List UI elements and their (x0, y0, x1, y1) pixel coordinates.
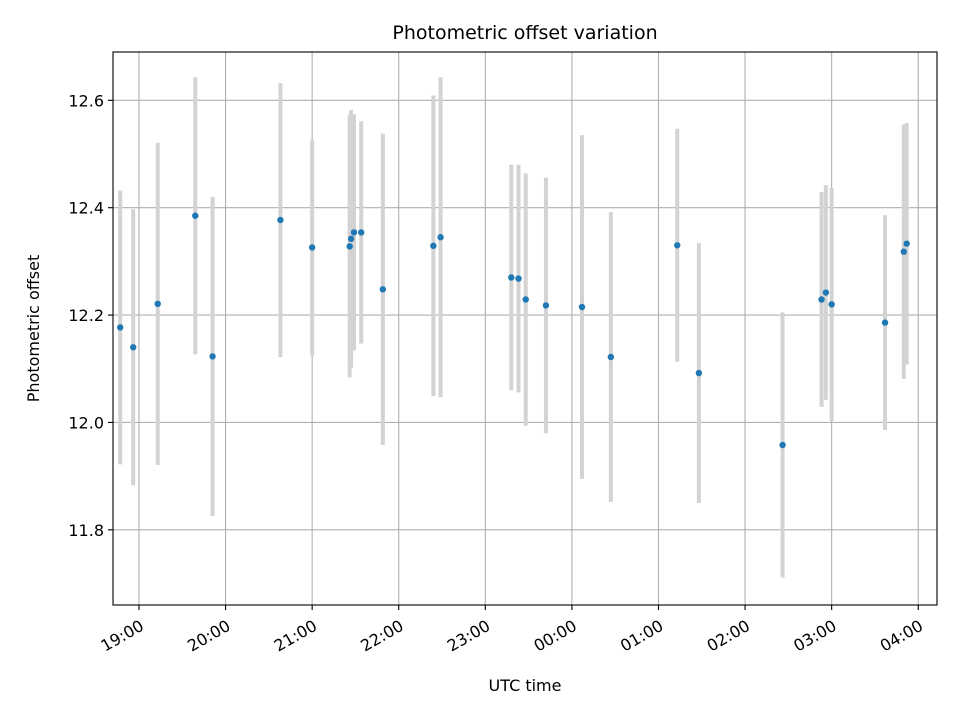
data-point (578, 303, 586, 311)
errorbar-layer (118, 77, 909, 578)
data-point (542, 302, 550, 309)
data-point (522, 296, 529, 303)
data-point (277, 216, 284, 224)
data-point (117, 324, 124, 331)
x-tick-label: 22:00 (357, 616, 406, 656)
data-point (903, 240, 910, 247)
data-point (818, 296, 825, 303)
x-tick-label: 01:00 (617, 616, 666, 656)
data-point (130, 344, 137, 351)
y-tick-label: 12.0 (68, 413, 104, 432)
x-tick-label: 04:00 (877, 616, 926, 656)
y-tick-label: 11.8 (68, 521, 104, 540)
data-point (881, 319, 889, 326)
data-point (209, 353, 216, 360)
data-point (674, 242, 681, 249)
y-axis-label: Photometric offset (24, 255, 43, 403)
data-point (900, 248, 908, 255)
data-point (822, 289, 830, 296)
data-point (379, 286, 387, 293)
data-point (350, 229, 358, 236)
data-point (347, 235, 355, 243)
data-point (192, 212, 199, 219)
y-tick-label: 12.6 (68, 91, 104, 110)
chart-title: Photometric offset variation (392, 22, 657, 44)
data-point (358, 229, 365, 236)
data-point (430, 242, 437, 250)
data-point (607, 353, 615, 361)
y-tick-label: 12.4 (68, 199, 104, 218)
data-point (154, 300, 161, 308)
data-point (779, 441, 786, 449)
x-tick-label: 21:00 (271, 616, 320, 656)
data-point (515, 275, 522, 282)
data-point (308, 244, 316, 251)
data-point (695, 369, 703, 377)
x-tick-label: 23:00 (444, 616, 493, 656)
y-tick-label: 12.2 (68, 306, 104, 325)
plot-frame (112, 51, 938, 606)
x-tick-label: 02:00 (704, 616, 753, 656)
data-point (828, 301, 835, 308)
x-axis-label: UTC time (489, 676, 562, 695)
x-tick-label: 20:00 (184, 616, 233, 656)
x-tick-label: 00:00 (530, 616, 579, 656)
data-point (437, 234, 444, 241)
x-tick-label: 03:00 (790, 616, 839, 656)
point-layer (117, 212, 910, 449)
data-point (346, 243, 353, 250)
x-tick-label: 19:00 (98, 616, 147, 656)
data-point (508, 274, 515, 281)
